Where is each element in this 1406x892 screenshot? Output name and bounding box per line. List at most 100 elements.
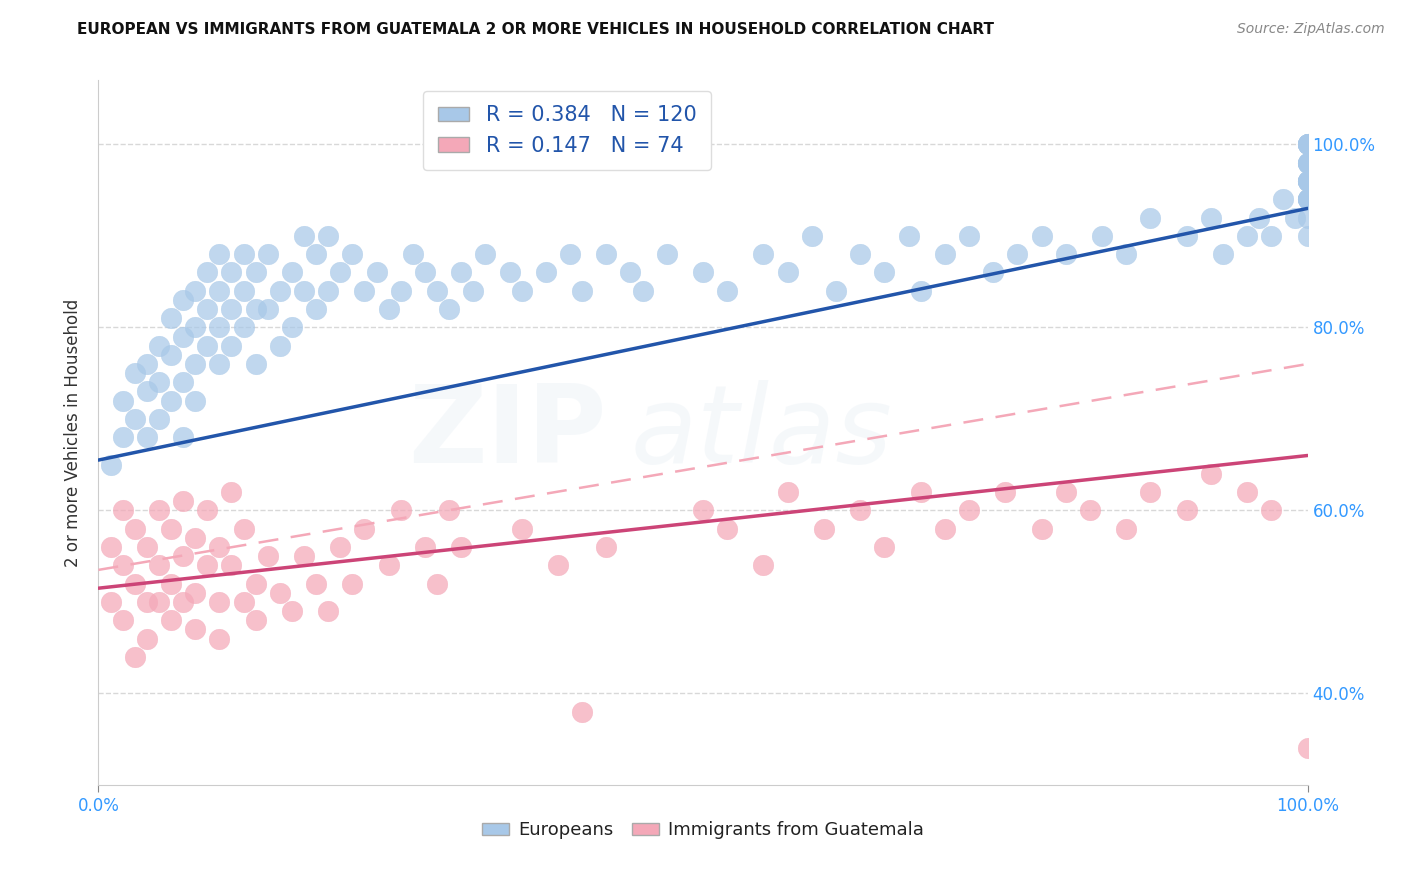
Point: [195, 339, 218, 353]
Point: [1260, 228, 1282, 243]
Text: Source: ZipAtlas.com: Source: ZipAtlas.com: [1237, 22, 1385, 37]
Point: [208, 540, 231, 554]
Point: [353, 522, 375, 536]
Point: [111, 393, 134, 408]
Point: [631, 284, 654, 298]
Point: [305, 301, 328, 316]
Point: [292, 228, 315, 243]
Point: [160, 613, 183, 627]
Point: [1284, 211, 1306, 225]
Point: [1296, 174, 1319, 188]
Point: [148, 503, 170, 517]
Point: [135, 430, 157, 444]
Point: [208, 632, 231, 646]
Point: [1296, 137, 1319, 152]
Text: ZIP: ZIP: [408, 380, 606, 485]
Point: [1175, 503, 1198, 517]
Point: [172, 293, 194, 307]
Point: [245, 576, 267, 591]
Point: [148, 376, 170, 390]
Point: [510, 284, 533, 298]
Point: [1115, 247, 1137, 261]
Point: [208, 320, 231, 334]
Point: [172, 595, 194, 609]
Point: [1296, 137, 1319, 152]
Point: [450, 265, 472, 279]
Point: [873, 265, 896, 279]
Point: [1139, 485, 1161, 500]
Point: [184, 284, 207, 298]
Point: [221, 485, 243, 500]
Point: [1296, 174, 1319, 188]
Point: [1296, 137, 1319, 152]
Point: [1260, 503, 1282, 517]
Point: [245, 613, 267, 627]
Point: [1115, 522, 1137, 536]
Point: [934, 522, 956, 536]
Point: [305, 247, 328, 261]
Point: [389, 503, 412, 517]
Point: [957, 503, 980, 517]
Point: [1272, 192, 1295, 206]
Point: [195, 301, 218, 316]
Point: [389, 284, 412, 298]
Point: [1296, 155, 1319, 169]
Point: [160, 576, 183, 591]
Point: [800, 228, 823, 243]
Point: [1296, 155, 1319, 169]
Point: [873, 540, 896, 554]
Point: [534, 265, 557, 279]
Point: [752, 558, 775, 573]
Point: [619, 265, 641, 279]
Point: [1054, 485, 1077, 500]
Point: [208, 357, 231, 371]
Point: [957, 228, 980, 243]
Point: [305, 576, 328, 591]
Point: [245, 265, 267, 279]
Point: [366, 265, 388, 279]
Point: [281, 265, 304, 279]
Point: [1031, 228, 1053, 243]
Point: [221, 265, 243, 279]
Point: [148, 595, 170, 609]
Point: [1296, 192, 1319, 206]
Point: [1296, 192, 1319, 206]
Point: [329, 540, 352, 554]
Point: [1296, 137, 1319, 152]
Point: [124, 649, 146, 664]
Point: [208, 595, 231, 609]
Point: [100, 458, 122, 472]
Point: [184, 586, 207, 600]
Point: [1031, 522, 1053, 536]
Point: [292, 549, 315, 564]
Point: [172, 549, 194, 564]
Point: [1296, 192, 1319, 206]
Point: [897, 228, 920, 243]
Point: [184, 357, 207, 371]
Point: [1236, 485, 1258, 500]
Point: [910, 485, 932, 500]
Point: [124, 412, 146, 426]
Point: [1139, 211, 1161, 225]
Text: EUROPEAN VS IMMIGRANTS FROM GUATEMALA 2 OR MORE VEHICLES IN HOUSEHOLD CORRELATIO: EUROPEAN VS IMMIGRANTS FROM GUATEMALA 2 …: [77, 22, 994, 37]
Point: [413, 265, 436, 279]
Point: [135, 595, 157, 609]
Point: [849, 503, 872, 517]
Point: [232, 284, 254, 298]
Point: [571, 705, 593, 719]
Point: [135, 357, 157, 371]
Point: [1296, 192, 1319, 206]
Point: [135, 540, 157, 554]
Point: [450, 540, 472, 554]
Point: [1296, 174, 1319, 188]
Point: [316, 228, 339, 243]
Point: [172, 329, 194, 343]
Point: [221, 558, 243, 573]
Point: [256, 247, 278, 261]
Point: [342, 576, 364, 591]
Point: [184, 393, 207, 408]
Point: [172, 430, 194, 444]
Point: [269, 339, 291, 353]
Point: [437, 503, 460, 517]
Point: [474, 247, 496, 261]
